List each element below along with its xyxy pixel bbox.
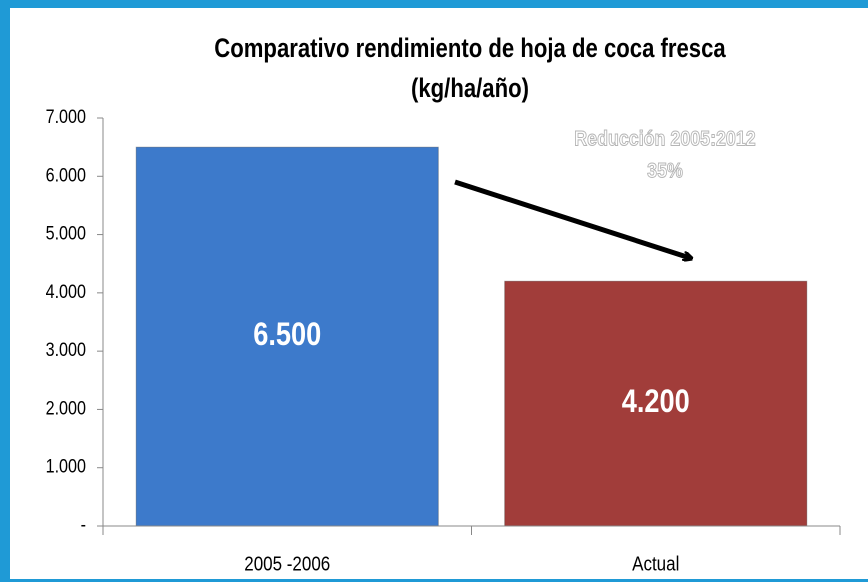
- bar: [135, 146, 439, 527]
- y-tick-label: 3.000: [46, 339, 87, 361]
- annotation: 35%: [647, 159, 683, 183]
- data-label: 6.500: [253, 317, 321, 353]
- x-tick-label: Actual: [632, 552, 679, 575]
- y-tick-label: 6.000: [46, 164, 87, 186]
- y-tick-label: 4.000: [46, 281, 87, 303]
- data-label: 4.200: [622, 384, 690, 420]
- chart-title: (kg/ha/año): [411, 74, 529, 104]
- chart-title: Comparativo rendimiento de hoja de coca …: [214, 34, 726, 64]
- y-tick-label: 2.000: [46, 397, 87, 419]
- y-tick-label: 7.000: [46, 106, 87, 128]
- arrow: [454, 179, 690, 258]
- y-tick-label: -: [81, 514, 86, 536]
- y-tick-label: 1.000: [46, 455, 87, 477]
- y-tick-label: 5.000: [46, 222, 87, 244]
- annotation: Reducción 2005:2012: [574, 127, 756, 151]
- x-tick-label: 2005 -2006: [244, 552, 330, 575]
